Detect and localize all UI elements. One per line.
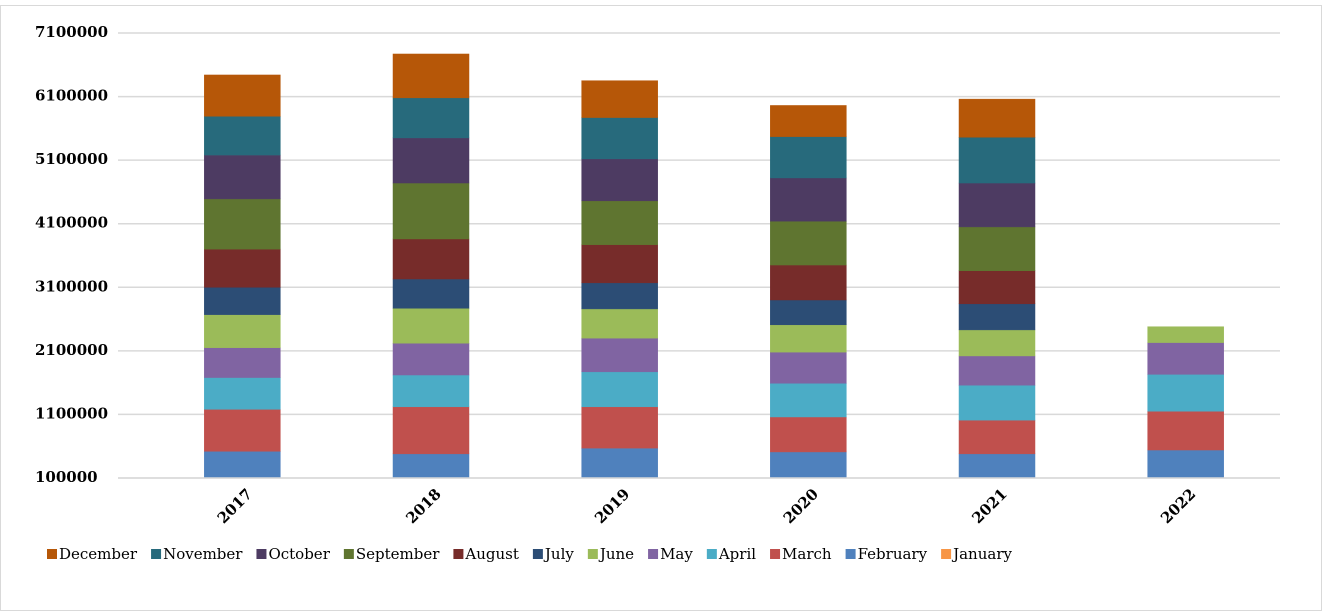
bar-segment (1147, 342, 1224, 375)
y-tick-label: 7100000 (35, 23, 108, 41)
legend-label: November (163, 545, 243, 563)
bar-segment (581, 337, 658, 373)
bar-segment (581, 371, 658, 408)
legend-swatch (770, 549, 781, 559)
legend-swatch (648, 549, 659, 559)
legend-label: May (660, 545, 693, 563)
legend-label: October (268, 545, 330, 563)
bar-segment (958, 419, 1036, 455)
bar-segment (770, 351, 847, 384)
legend-swatch (343, 549, 354, 559)
bar-segment (581, 308, 658, 339)
bar-segment (1147, 326, 1224, 343)
bar-segment (770, 105, 847, 137)
bar-segment (958, 270, 1036, 305)
bar-segment (1147, 449, 1224, 479)
bar-segment (770, 220, 847, 266)
legend: December November October September August Ju… (47, 545, 1012, 563)
legend-swatch (706, 549, 717, 559)
bar-segment (204, 314, 281, 348)
y-tick-label: 100000 (35, 468, 98, 486)
y-tick-label: 4100000 (35, 214, 108, 232)
bar-segment (1147, 374, 1224, 412)
legend-label: September (356, 545, 440, 563)
y-tick-label: 2100000 (35, 341, 108, 359)
bar-segment (770, 383, 847, 418)
legend-swatch (587, 549, 598, 559)
bar-segment (392, 406, 470, 455)
legend-swatch (532, 549, 543, 559)
y-tick-label: 3100000 (35, 277, 108, 295)
bar-segment (958, 453, 1036, 479)
bar-segment (958, 226, 1036, 272)
bar-segment (204, 154, 281, 200)
legend-label: January (951, 545, 1012, 563)
legend-swatch (845, 549, 856, 559)
bar-segment (581, 447, 658, 479)
bar-segment (581, 282, 658, 310)
bar-segment (392, 278, 470, 309)
bar-segment (581, 406, 658, 449)
legend-swatch (453, 549, 464, 559)
bar-segment (958, 303, 1036, 331)
bar-segment (581, 158, 658, 202)
bar-segment (392, 238, 470, 280)
bar-segment (204, 74, 281, 117)
bar-segment (770, 136, 847, 179)
bar-segment (581, 244, 658, 284)
bar-segment (204, 248, 281, 288)
legend-label: March (782, 545, 832, 563)
legend-swatch (941, 549, 952, 559)
legend-label: December (59, 545, 138, 563)
bar-segment (392, 453, 470, 479)
bar-segment (204, 377, 281, 410)
bar-segment (392, 137, 470, 184)
bar-segment (204, 198, 281, 250)
bar-segment (958, 384, 1036, 421)
bar-segment (770, 451, 847, 479)
legend-label: April (718, 545, 756, 563)
bar-segment (392, 97, 470, 139)
bar-segment (392, 182, 470, 240)
legend-label: August (464, 545, 518, 563)
bar-segment (581, 117, 658, 160)
bar-segment (204, 409, 281, 452)
legend-swatch (256, 549, 267, 559)
y-tick-label: 5100000 (35, 150, 108, 168)
bar-segment (770, 264, 847, 301)
bar-segment (392, 53, 470, 99)
legend-label: July (543, 545, 574, 563)
bar-segment (958, 137, 1036, 184)
bar-segment (770, 416, 847, 453)
bar-segment (770, 299, 847, 326)
bar-segment (958, 355, 1036, 386)
bar-segment (392, 374, 470, 408)
bar-segment (958, 98, 1036, 138)
legend-label: February (858, 545, 928, 563)
legend-label: June (598, 545, 634, 563)
bar-segment (581, 200, 658, 245)
bar-segment (770, 177, 847, 222)
bar-segment (204, 347, 281, 378)
bar-segment (770, 324, 847, 353)
bar-segment (1147, 411, 1224, 451)
bar-segment (204, 451, 281, 479)
legend-swatch (47, 549, 57, 559)
bar-segment (581, 80, 658, 118)
bar-segment (204, 287, 281, 315)
legend-swatch (151, 549, 162, 559)
bar-segment (204, 116, 281, 156)
bar-segment (958, 329, 1036, 357)
bar-segment (392, 342, 470, 376)
y-tick-label: 6100000 (35, 87, 108, 105)
bar-segment (958, 182, 1036, 228)
bar-segment (392, 308, 470, 344)
y-tick-label: 1100000 (35, 404, 108, 422)
